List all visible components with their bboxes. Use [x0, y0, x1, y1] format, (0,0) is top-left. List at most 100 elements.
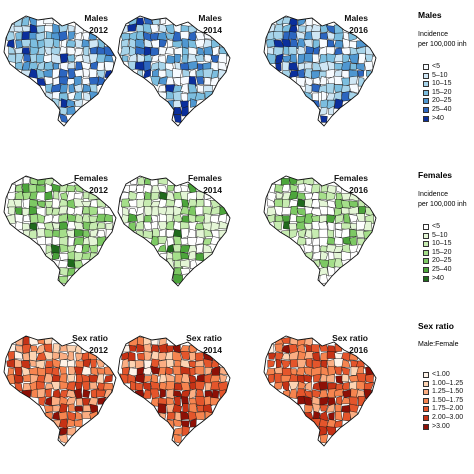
map-region [365, 214, 375, 224]
map-region [187, 61, 198, 70]
map-region [157, 184, 168, 193]
map-region [75, 353, 85, 362]
legend-item: >40 [418, 115, 474, 124]
region-group [119, 336, 229, 444]
map-region [296, 236, 307, 246]
map-region [356, 63, 365, 72]
map-region [305, 358, 313, 369]
map-region [328, 258, 336, 269]
map-region [66, 267, 76, 277]
legend-items: <1.00 1.00–1.25 1.25–1.50 1.50–1.75 1.75–2.0… [418, 371, 474, 431]
map-region [325, 403, 335, 413]
map-region [135, 220, 145, 230]
legend-swatch [423, 389, 429, 396]
panel-label: Males 2014 [198, 12, 222, 36]
map-region [327, 39, 335, 49]
map-region [203, 395, 213, 407]
map-region [303, 53, 314, 63]
legend-item: 1.25–1.50 [418, 388, 474, 397]
map-region [280, 359, 291, 370]
legend-item-label: >40 [432, 114, 444, 122]
map-region [363, 60, 374, 71]
map-region [96, 69, 106, 79]
map-region [51, 183, 62, 194]
map-region [28, 206, 38, 215]
map-region [274, 343, 284, 354]
map-region [149, 388, 160, 400]
brazil-map-sex-ratio-2014 [117, 335, 231, 447]
panel-year-label: 2016 [349, 345, 368, 355]
panel-year-label: 2016 [349, 185, 368, 195]
map-region [88, 221, 99, 231]
map-region [52, 38, 60, 49]
map-region [29, 46, 39, 56]
map-region [51, 252, 60, 261]
legend-item: 25–40 [418, 106, 474, 115]
map-region [20, 360, 31, 369]
map-region [297, 53, 306, 65]
map-region [203, 243, 213, 254]
map-region [50, 243, 60, 254]
brazil-map-females-2012 [3, 175, 117, 287]
panel-label: Sex ratio 2014 [186, 332, 222, 356]
map-region [167, 184, 175, 192]
legend-item: 20–25 [418, 97, 474, 106]
map-region [319, 245, 329, 253]
map-region [129, 176, 138, 185]
legend-item-label: 20–25 [432, 97, 452, 105]
map-region [181, 425, 191, 437]
legend-item-label: 10–15 [432, 80, 452, 88]
map-panel-sex-ratio-2012: Sex ratio 2012 [0, 322, 118, 450]
map-region [174, 411, 183, 421]
legend-item: 1.75–2.00 [418, 405, 474, 414]
map-region [334, 214, 344, 224]
map-region [67, 427, 77, 436]
map-region [150, 336, 159, 346]
legend-item: 1.00–1.25 [418, 380, 474, 389]
map-region [105, 222, 114, 231]
map-region [50, 381, 62, 390]
panel-year-label: 2014 [203, 185, 222, 195]
map-region [157, 236, 168, 245]
map-region [180, 351, 191, 360]
map-region [274, 184, 284, 194]
legend-swatch [423, 266, 429, 273]
map-region [14, 350, 23, 360]
legend-swatch [423, 64, 429, 70]
map-region [44, 396, 53, 407]
map-region [327, 365, 337, 377]
map-region [88, 76, 99, 86]
map-region [333, 32, 344, 41]
map-region [83, 46, 90, 57]
map-region [187, 83, 198, 94]
map-region [298, 183, 307, 193]
map-region [44, 388, 52, 398]
map-region [219, 367, 229, 376]
map-region [173, 396, 181, 406]
map-region [159, 388, 166, 399]
legend-subtitle-line: Incidence [418, 31, 448, 38]
map-region [8, 45, 16, 54]
map-region [335, 375, 344, 385]
map-region [165, 366, 173, 376]
map-region [82, 206, 91, 215]
legend-item-label: 5–10 [432, 71, 448, 79]
map-region [44, 360, 55, 369]
map-region [204, 367, 213, 375]
map-region [298, 25, 307, 33]
legend-title: Sex ratio [418, 321, 454, 331]
map-region [282, 381, 290, 392]
map-region [348, 69, 359, 78]
panel-year-label: 2012 [89, 345, 108, 355]
map-region [44, 228, 54, 238]
legend-swatch [423, 106, 429, 113]
map-region [303, 374, 313, 384]
map-region [304, 381, 313, 392]
map-region [137, 176, 145, 186]
map-region [14, 190, 24, 200]
map-region [15, 31, 23, 41]
legend-item-label: <1.00 [432, 371, 450, 378]
map-region [195, 215, 206, 223]
legend-title: Males [418, 10, 442, 20]
map-region [45, 237, 53, 245]
